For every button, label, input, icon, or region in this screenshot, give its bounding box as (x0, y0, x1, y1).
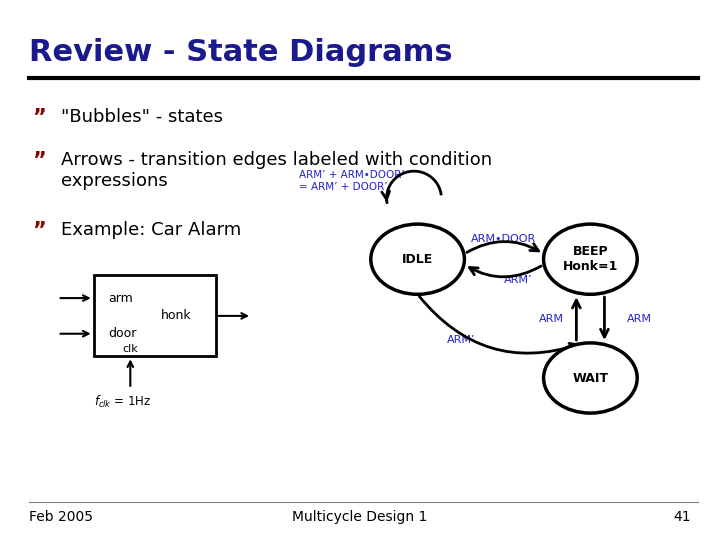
Text: Review - State Diagrams: Review - State Diagrams (29, 38, 452, 67)
Circle shape (544, 343, 637, 413)
Text: ”: ” (32, 108, 46, 128)
Text: ARM’: ARM’ (504, 275, 533, 285)
Text: clk: clk (122, 343, 138, 354)
Text: ARM’: ARM’ (446, 335, 475, 345)
Text: ARM: ARM (626, 314, 652, 323)
Text: $f_{clk}$ = 1Hz: $f_{clk}$ = 1Hz (94, 394, 152, 410)
Circle shape (371, 224, 464, 294)
Text: ARM’ + ARM•DOOR’
= ARM’ + DOOR’: ARM’ + ARM•DOOR’ = ARM’ + DOOR’ (299, 170, 405, 192)
Text: Arrows - transition edges labeled with condition
expressions: Arrows - transition edges labeled with c… (61, 151, 492, 190)
Text: arm: arm (108, 292, 132, 305)
FancyArrowPatch shape (419, 296, 577, 353)
FancyArrowPatch shape (572, 300, 580, 340)
Text: Multicycle Design 1: Multicycle Design 1 (292, 510, 428, 524)
Text: WAIT: WAIT (572, 372, 608, 384)
Text: ”: ” (32, 221, 46, 241)
Text: door: door (108, 327, 136, 340)
Text: Feb 2005: Feb 2005 (29, 510, 93, 524)
Text: honk: honk (161, 309, 192, 322)
FancyArrowPatch shape (469, 266, 541, 277)
Text: BEEP
Honk=1: BEEP Honk=1 (563, 245, 618, 273)
Text: "Bubbles" - states: "Bubbles" - states (61, 108, 223, 126)
Text: 41: 41 (674, 510, 691, 524)
FancyArrowPatch shape (600, 297, 608, 337)
Text: ”: ” (32, 151, 46, 171)
Text: ARM•DOOR: ARM•DOOR (472, 234, 536, 244)
Text: IDLE: IDLE (402, 253, 433, 266)
Text: Example: Car Alarm: Example: Car Alarm (61, 221, 241, 239)
FancyBboxPatch shape (94, 275, 216, 356)
FancyArrowPatch shape (467, 241, 539, 252)
Text: ARM: ARM (539, 314, 564, 323)
Circle shape (544, 224, 637, 294)
